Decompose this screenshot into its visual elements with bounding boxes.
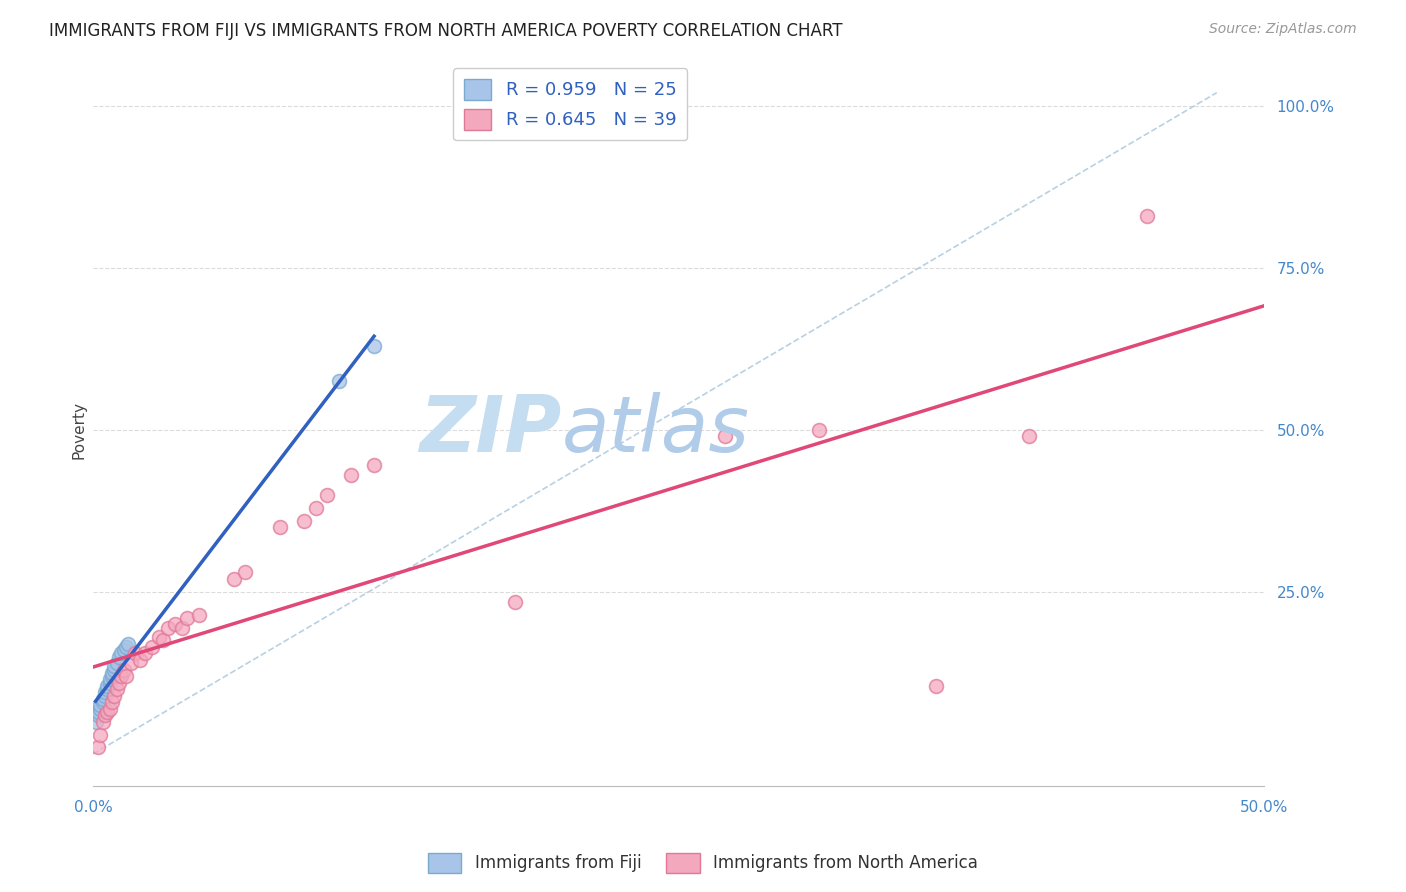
Point [108, 649, 131, 664]
Point [98, 701, 121, 715]
Point [157, 621, 180, 635]
Point [87, 705, 110, 719]
Point [187, 607, 209, 622]
Point [91, 714, 114, 729]
Point [98, 673, 121, 687]
Point [129, 653, 152, 667]
Point [925, 679, 948, 693]
Text: Source: ZipAtlas.com: Source: ZipAtlas.com [1209, 22, 1357, 37]
Point [233, 566, 256, 580]
Point [101, 669, 124, 683]
Point [292, 514, 315, 528]
Point [103, 689, 125, 703]
Point [222, 572, 245, 586]
Point [94, 685, 117, 699]
Point [117, 637, 139, 651]
Text: atlas: atlas [561, 392, 749, 467]
Text: ZIP: ZIP [419, 392, 561, 467]
Point [1018, 429, 1040, 443]
Point [339, 468, 361, 483]
Point [152, 633, 174, 648]
Point [165, 617, 187, 632]
Point [101, 665, 124, 680]
Point [363, 458, 385, 473]
Point [304, 500, 326, 515]
Point [807, 423, 830, 437]
Point [134, 647, 156, 661]
Point [91, 691, 114, 706]
Point [503, 594, 526, 608]
Point [108, 675, 131, 690]
Point [96, 679, 118, 693]
Point [148, 630, 170, 644]
Point [328, 374, 350, 388]
Point [91, 695, 114, 709]
Point [96, 682, 118, 697]
Point [89, 727, 111, 741]
Point [269, 520, 291, 534]
Point [94, 689, 117, 703]
Point [103, 663, 125, 677]
Point [141, 640, 163, 654]
Point [124, 647, 146, 661]
Legend: Immigrants from Fiji, Immigrants from North America: Immigrants from Fiji, Immigrants from No… [422, 847, 984, 880]
Point [120, 656, 142, 670]
Point [363, 338, 385, 352]
Point [87, 740, 110, 755]
Point [89, 701, 111, 715]
Point [112, 663, 135, 677]
Point [105, 656, 128, 670]
Point [96, 705, 118, 719]
Legend: R = 0.959   N = 25, R = 0.645   N = 39: R = 0.959 N = 25, R = 0.645 N = 39 [453, 68, 688, 140]
Point [172, 621, 194, 635]
Point [84, 714, 107, 729]
Point [105, 682, 128, 697]
Point [176, 611, 198, 625]
Point [115, 640, 138, 654]
Point [316, 488, 339, 502]
Point [714, 429, 737, 443]
Y-axis label: Poverty: Poverty [72, 401, 86, 458]
Point [110, 647, 132, 661]
Point [110, 669, 132, 683]
Point [98, 675, 121, 690]
Point [89, 698, 111, 713]
Point [112, 643, 135, 657]
Point [101, 695, 124, 709]
Text: IMMIGRANTS FROM FIJI VS IMMIGRANTS FROM NORTH AMERICA POVERTY CORRELATION CHART: IMMIGRANTS FROM FIJI VS IMMIGRANTS FROM … [49, 22, 842, 40]
Point [1135, 209, 1157, 223]
Point [94, 708, 117, 723]
Point [115, 669, 138, 683]
Point [103, 659, 125, 673]
Point [87, 708, 110, 723]
